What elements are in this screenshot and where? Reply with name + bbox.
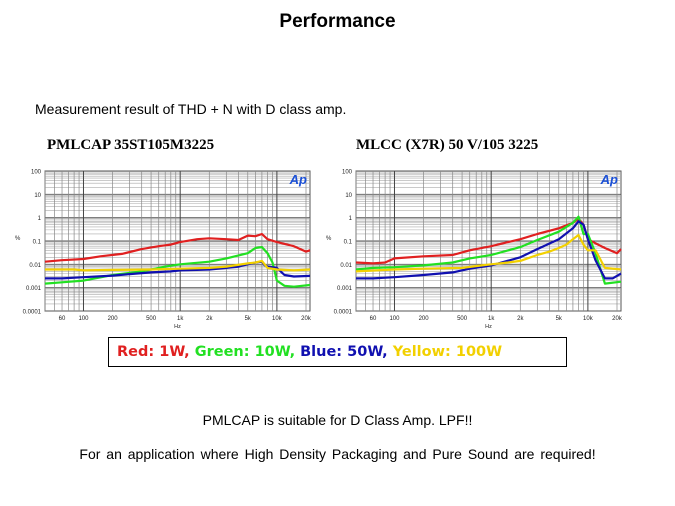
series-line-0 [355,217,622,265]
x-tick-label: 20k [301,316,312,322]
series-line-3 [355,233,622,273]
y-tick-label: 100 [31,170,42,176]
x-tick-label: 100 [389,316,400,322]
power-legend: Red: 1W, Green: 10W, Blue: 50W, Yellow: … [108,337,567,367]
y-axis-label: % [326,236,332,242]
page-title: Performance [279,11,396,32]
chart-title-mlcc: MLCC (X7R) 50 V/105 3225 [356,137,539,153]
x-tick-label: 1k [488,316,495,322]
thd-chart-mlcc: 100 10 1 0.1 0.01 0.001 0.0001 60 100 200 500 1k 2k 5… [326,170,623,331]
x-tick-label: 10k [272,316,283,322]
y-tick-label: 0.001 [26,286,42,292]
x-tick-label: 20k [612,316,623,322]
y-tick-label: 0.01 [340,263,352,269]
y-axis-label: % [15,236,21,242]
y-tick-label: 10 [34,193,41,199]
legend-entry-blue: Blue: 50W, [300,344,393,360]
x-tick-label: 100 [78,316,89,322]
ap-logo: Ap [289,172,307,187]
y-tick-label: 1 [38,216,42,222]
y-tick-label: 0.001 [337,286,353,292]
series-line-1 [355,215,622,285]
chart-title-pmlcap: PMLCAP 35ST105M3225 [47,137,215,153]
y-tick-label: 0.0001 [334,310,353,316]
x-axis-label: Hz [174,324,181,330]
x-tick-label: 1k [177,316,184,322]
y-tick-label: 100 [342,170,353,176]
measurement-subtitle: Measurement result of THD + N with D cla… [35,101,347,117]
x-tick-label: 10k [583,316,594,322]
x-tick-label: 500 [146,316,157,322]
application-note: For an application where High Density Pa… [79,446,596,462]
x-tick-label: 2k [206,316,213,322]
suitability-note: PMLCAP is suitable for D Class Amp. LPF!… [202,412,473,428]
x-tick-label: 5k [556,316,563,322]
y-tick-label: 1 [349,216,353,222]
ap-logo: Ap [600,172,618,187]
x-tick-label: 5k [245,316,252,322]
x-tick-label: 2k [517,316,524,322]
thd-chart-pmlcap: 100 10 1 0.1 0.01 0.001 0.0001 60 100 200 500 1k 2k 5… [15,170,312,331]
y-tick-label: 0.0001 [23,310,42,316]
series-line-2 [356,220,622,280]
y-tick-label: 10 [345,193,352,199]
legend-entry-green: Green: 10W, [194,344,301,360]
x-tick-label: 200 [419,316,430,322]
series-line-2 [45,260,311,280]
y-tick-label: 0.1 [33,240,42,246]
x-tick-label: 200 [108,316,119,322]
x-axis-label: Hz [485,324,492,330]
series-line-3 [45,259,311,272]
y-tick-label: 0.01 [29,263,41,269]
legend-entry-yellow: Yellow: 100W [392,344,503,360]
x-tick-label: 500 [457,316,468,322]
x-tick-label: 60 [59,316,66,322]
legend-entry-red: Red: 1W, [117,344,195,360]
x-tick-label: 60 [370,316,377,322]
series-line-0 [44,232,311,263]
y-tick-label: 0.1 [344,240,353,246]
